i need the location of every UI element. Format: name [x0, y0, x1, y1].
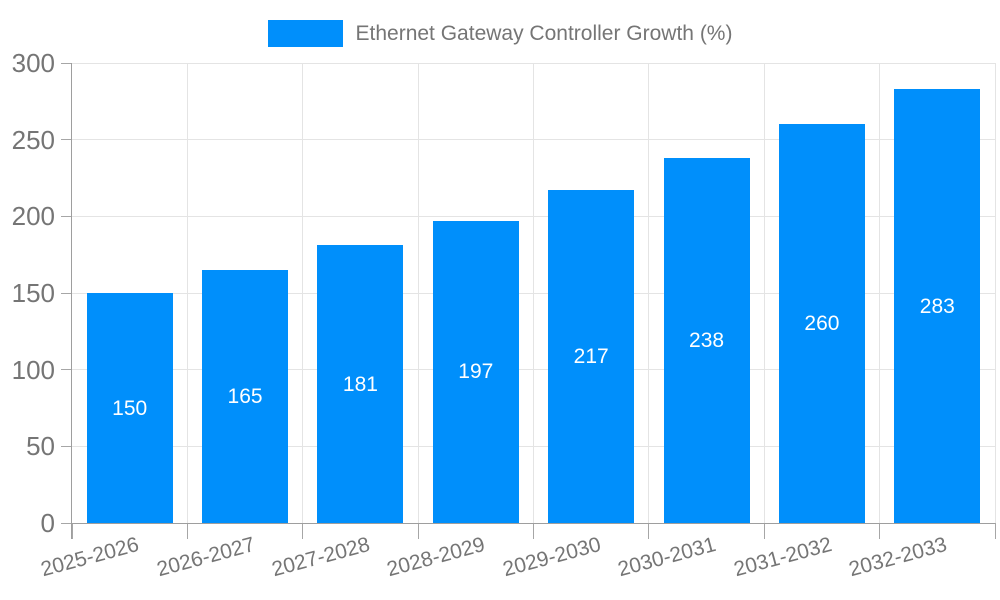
- x-axis-tick: [879, 523, 881, 539]
- legend-label: Ethernet Gateway Controller Growth (%): [355, 21, 733, 45]
- x-axis-label: 2028-2029: [384, 533, 488, 582]
- bar-2029-2030[interactable]: 217: [548, 190, 635, 523]
- x-axis-tick: [302, 523, 304, 539]
- bar-2030-2031[interactable]: 238: [663, 158, 750, 523]
- y-axis-tick: [61, 292, 72, 294]
- x-axis-tick: [417, 523, 419, 539]
- bar-2025-2026[interactable]: 150: [86, 293, 173, 523]
- y-axis-label: 150: [11, 278, 55, 308]
- gridline-vertical: [186, 63, 188, 523]
- bar-value-label: 150: [112, 396, 148, 420]
- x-axis-tick: [763, 523, 765, 539]
- legend-swatch: [267, 20, 343, 47]
- x-axis-label: 2029-2030: [500, 533, 604, 582]
- y-axis-label: 250: [11, 124, 55, 155]
- y-axis-label: 200: [11, 201, 55, 232]
- y-axis-label: 50: [26, 431, 55, 462]
- x-axis-label: 2025-2026: [38, 533, 142, 582]
- x-axis-tick: [533, 523, 534, 539]
- y-axis-label: 100: [11, 354, 55, 385]
- x-axis-label: 2030-2031: [615, 533, 719, 582]
- x-axis-tick: [71, 523, 73, 539]
- gridline-vertical: [763, 63, 765, 523]
- x-axis-label: 2026-2027: [154, 533, 258, 582]
- y-axis-tick: [61, 445, 72, 447]
- y-axis-line: [71, 63, 72, 539]
- y-axis-tick: [61, 62, 72, 64]
- legend-item[interactable]: Ethernet Gateway Controller Growth (%): [0, 20, 1000, 47]
- x-axis-label: 2027-2028: [269, 533, 373, 582]
- x-axis-tick: [648, 523, 650, 539]
- bar-value-label: 238: [689, 329, 725, 353]
- y-axis-tick: [61, 215, 72, 217]
- y-axis-tick: [61, 522, 72, 524]
- x-axis-tick: [186, 523, 188, 539]
- bar-value-label: 165: [227, 385, 263, 408]
- bar-2028-2029[interactable]: 197: [432, 220, 519, 523]
- y-axis-label: 300: [11, 48, 55, 78]
- x-axis-label: 2032-2033: [846, 533, 950, 582]
- bar-2031-2032[interactable]: 260: [778, 124, 865, 523]
- bar-2027-2028[interactable]: 181: [317, 245, 404, 523]
- bar-2026-2027[interactable]: 165: [202, 270, 289, 523]
- bar-2032-2033[interactable]: 283: [894, 89, 981, 523]
- gridline-vertical: [302, 63, 304, 523]
- gridline-vertical: [417, 63, 419, 523]
- bar-value-label: 181: [342, 372, 378, 396]
- bar-value-label: 283: [919, 294, 955, 318]
- x-axis-line: [71, 523, 995, 524]
- bar-value-label: 217: [573, 345, 609, 369]
- gridline-horizontal: [72, 62, 995, 64]
- x-axis-label: 2031-2032: [730, 533, 834, 582]
- x-axis-tick: [994, 523, 996, 539]
- gridline-vertical: [994, 63, 996, 523]
- gridline-vertical: [648, 63, 650, 523]
- y-axis-tick: [61, 139, 72, 141]
- y-axis-tick: [61, 369, 72, 371]
- gridline-vertical: [533, 63, 534, 523]
- y-axis-label: 0: [40, 508, 55, 538]
- bar-value-label: 260: [804, 312, 840, 336]
- bar-value-label: 197: [458, 360, 494, 384]
- gridline-vertical: [879, 63, 881, 523]
